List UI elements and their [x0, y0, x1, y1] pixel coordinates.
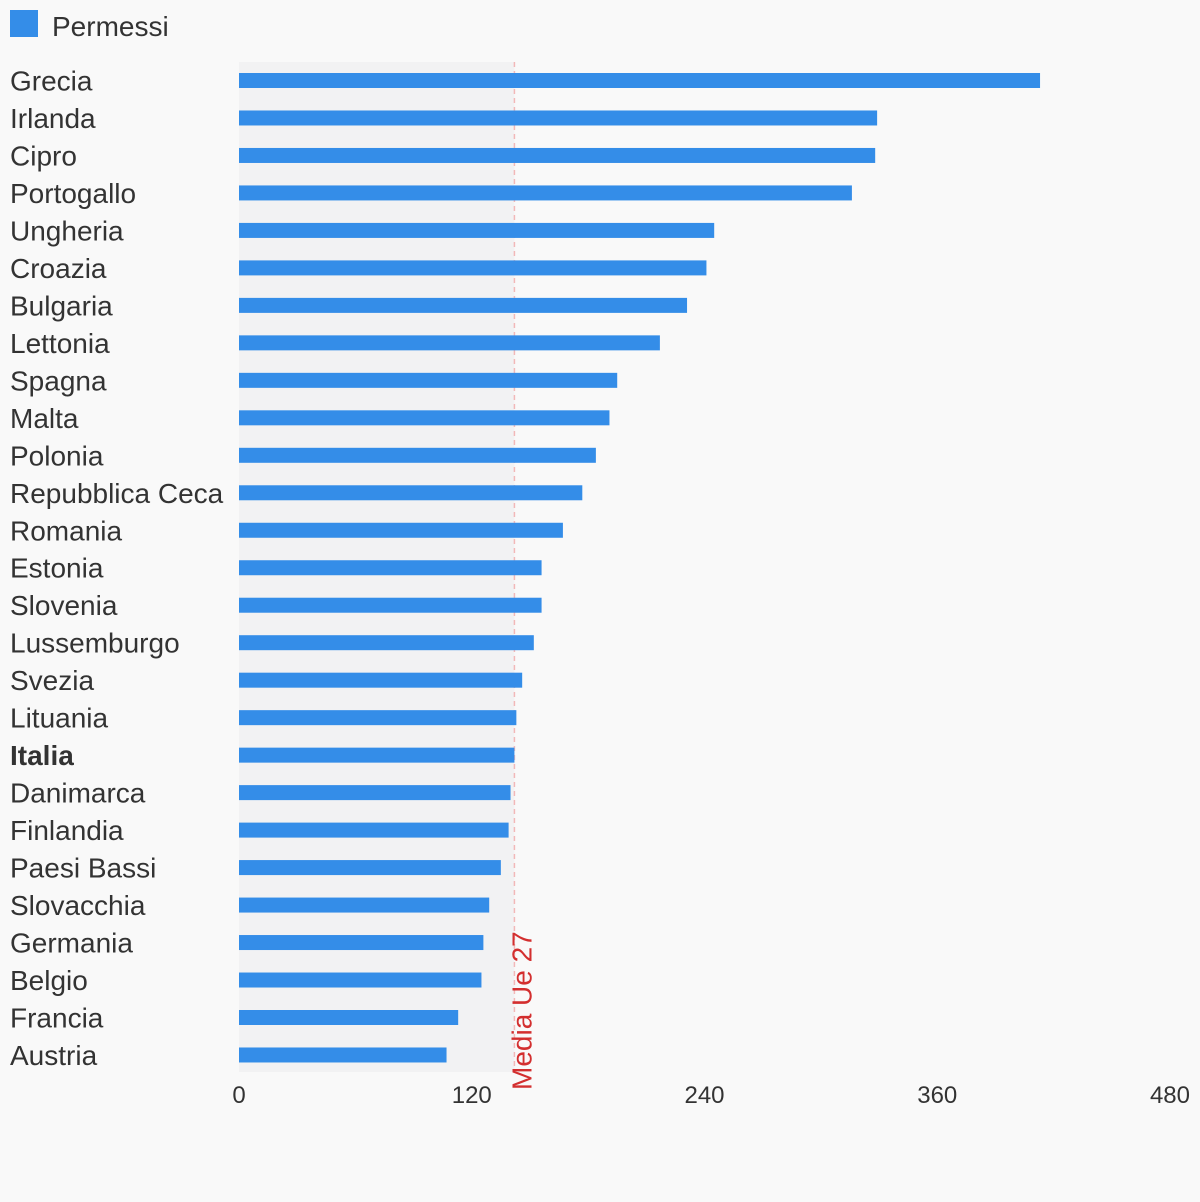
- category-label: Svezia: [10, 665, 94, 696]
- bar: [239, 560, 542, 576]
- x-tick-label: 0: [232, 1082, 245, 1109]
- bar: [239, 222, 715, 238]
- bar: [239, 860, 501, 876]
- x-tick-label: 480: [1150, 1082, 1190, 1109]
- category-label: Malta: [10, 403, 79, 434]
- category-label: Grecia: [10, 66, 93, 97]
- bar: [239, 522, 563, 538]
- category-label: Danimarca: [10, 778, 146, 809]
- category-label: Portogallo: [10, 178, 136, 209]
- category-label: Slovacchia: [10, 890, 146, 921]
- category-label: Romania: [10, 515, 122, 546]
- bar: [239, 672, 523, 688]
- bar: [239, 597, 542, 613]
- category-label: Polonia: [10, 440, 104, 471]
- category-label: Slovenia: [10, 590, 118, 621]
- bar: [239, 297, 688, 313]
- category-label: Lussemburgo: [10, 628, 180, 659]
- category-label: Estonia: [10, 553, 104, 584]
- bar: [239, 147, 876, 163]
- category-label: Austria: [10, 1040, 98, 1071]
- bar: [239, 935, 484, 951]
- category-label: Belgio: [10, 965, 88, 996]
- bar: [239, 185, 852, 201]
- category-label: Repubblica Ceca: [10, 478, 224, 509]
- category-labels: Grecia Irlanda Cipro Portogallo Ungheria Croa…: [10, 66, 224, 1071]
- average-line-label: Media Ue 27: [506, 931, 537, 1090]
- category-label: Spagna: [10, 365, 107, 396]
- bar: [239, 897, 490, 913]
- bar: [239, 372, 618, 388]
- bar: [239, 972, 482, 988]
- category-label: Ungheria: [10, 215, 124, 246]
- category-label: Germania: [10, 928, 133, 959]
- bars: [239, 73, 1041, 1063]
- x-tick-label: 120: [452, 1082, 492, 1109]
- category-label: Irlanda: [10, 103, 96, 134]
- bar: [239, 410, 610, 426]
- bar: [239, 110, 878, 126]
- legend-swatch: [10, 10, 38, 37]
- bar: [239, 260, 707, 276]
- bar: [239, 785, 511, 801]
- bar: [239, 1047, 447, 1063]
- bar: [239, 710, 517, 726]
- bar: [239, 335, 660, 351]
- category-label: Paesi Bassi: [10, 853, 156, 884]
- category-label: Bulgaria: [10, 290, 113, 321]
- x-tick-label: 360: [917, 1082, 957, 1109]
- bar: [239, 447, 596, 463]
- bar: [239, 822, 509, 838]
- x-axis-tick-labels: 0 120 240 360 480: [232, 1082, 1190, 1109]
- legend-label: Permessi: [52, 11, 169, 42]
- x-tick-label: 240: [684, 1082, 724, 1109]
- bar: [239, 485, 583, 501]
- category-label: Lettonia: [10, 328, 110, 359]
- bar: [239, 747, 515, 763]
- bar: [239, 635, 534, 651]
- category-label: Lituania: [10, 703, 109, 734]
- category-label: Cipro: [10, 140, 77, 171]
- bar: [239, 1010, 459, 1025]
- category-label: Croazia: [10, 253, 107, 284]
- category-label: Italia: [10, 740, 74, 771]
- category-label: Finlandia: [10, 815, 124, 846]
- bar: [239, 73, 1041, 88]
- category-label: Francia: [10, 1003, 104, 1034]
